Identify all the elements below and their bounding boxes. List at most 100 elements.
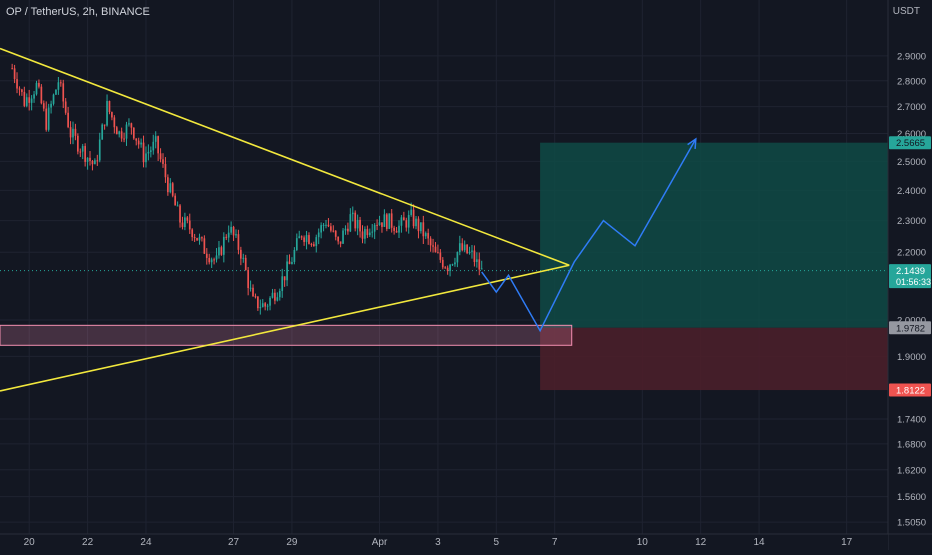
candle-body <box>132 127 135 139</box>
projection-arrowhead <box>687 137 697 149</box>
price-label-stop <box>889 383 931 397</box>
candle-body <box>388 213 391 229</box>
candle-body <box>303 237 305 242</box>
candle-body <box>466 244 468 254</box>
candle-body <box>417 218 420 232</box>
candle-body <box>242 257 245 259</box>
candle-body <box>261 303 264 308</box>
candle-body <box>201 237 203 239</box>
candle-body <box>254 296 257 298</box>
price-tick-label: 1.7400 <box>897 414 926 425</box>
price-tick-label: 2.3000 <box>897 216 926 227</box>
candle-body <box>33 94 35 99</box>
candle-body <box>385 214 388 229</box>
candle-body <box>140 142 142 145</box>
candle-body <box>42 103 45 109</box>
candle-body <box>441 259 444 268</box>
candle-body <box>196 237 198 241</box>
candle-body <box>259 307 262 309</box>
price-tick-label: 1.5600 <box>897 492 926 503</box>
candle-body <box>480 268 483 270</box>
candle-body <box>332 230 335 232</box>
candle-body <box>356 219 359 229</box>
candle-body <box>128 123 130 125</box>
candle-body <box>454 262 456 265</box>
candle-body <box>208 257 211 263</box>
candle-body <box>174 195 177 206</box>
candle-body <box>422 222 425 237</box>
price-tick-label: 2.8000 <box>897 76 926 87</box>
price-tick-label: 2.5000 <box>897 157 926 168</box>
candle-body <box>205 253 208 258</box>
candle-body <box>162 159 164 164</box>
candle-body <box>288 261 291 265</box>
candle-body <box>398 225 400 233</box>
candle-body <box>364 229 366 239</box>
candle-body <box>395 230 398 233</box>
candle-body <box>193 237 196 239</box>
price-tick-label: 2.7000 <box>897 102 926 113</box>
candle-body <box>295 238 298 250</box>
candle-body <box>218 247 220 256</box>
candle-body <box>264 303 267 307</box>
candle-body <box>16 79 18 89</box>
candle-body <box>257 296 259 309</box>
candle-body <box>322 224 325 226</box>
candle-body <box>55 89 57 95</box>
candle-body <box>149 150 152 152</box>
candle-body <box>434 246 437 253</box>
candle-body <box>227 232 230 238</box>
candle-body <box>167 177 169 193</box>
candle-body <box>351 212 354 215</box>
candle-body <box>115 127 118 135</box>
candle-body <box>334 230 337 237</box>
time-tick-label: 17 <box>841 537 853 548</box>
candle-body <box>62 83 65 102</box>
candle-body <box>30 98 33 103</box>
price-tick-label: 2.4000 <box>897 186 926 197</box>
price-label-current-value: 2.1439 <box>896 266 925 277</box>
candle-body <box>215 255 218 260</box>
time-tick-label: 14 <box>753 537 765 548</box>
candle-body <box>94 160 96 165</box>
candle-body <box>40 86 43 104</box>
candle-body <box>461 243 464 251</box>
candle-body <box>424 233 427 237</box>
candle-body <box>79 151 82 153</box>
candle-body <box>74 128 77 136</box>
candle-body <box>412 209 415 227</box>
candle-body <box>98 139 101 161</box>
candle-body <box>393 227 395 231</box>
candle-body <box>405 220 408 228</box>
candle-body <box>176 205 179 207</box>
candle-body <box>451 264 454 266</box>
trendline <box>0 47 570 267</box>
candle-body <box>25 97 28 106</box>
time-axis-background <box>0 534 888 550</box>
candle-body <box>130 123 133 128</box>
candle-body <box>415 218 417 227</box>
price-tick-label: 1.6800 <box>897 439 926 450</box>
candle-body <box>91 160 94 165</box>
candle-body <box>354 212 357 229</box>
candle-body <box>159 153 162 160</box>
candle-body <box>169 183 172 193</box>
time-tick-label: 22 <box>82 537 94 548</box>
candle-body <box>191 229 194 238</box>
candle-body <box>145 153 147 163</box>
price-tick-label: 2.9000 <box>897 51 926 62</box>
candle-body <box>111 112 113 118</box>
candle-body <box>305 235 308 242</box>
candle-body <box>383 214 386 227</box>
candle-body <box>266 305 269 307</box>
candle-body <box>21 89 23 92</box>
time-tick-label: 5 <box>494 537 500 548</box>
price-label-entry-value: 1.9782 <box>896 323 925 334</box>
candle-body <box>220 247 223 255</box>
candle-body <box>337 236 340 242</box>
candle-body <box>203 238 206 254</box>
candle-body <box>361 231 364 239</box>
candle-body <box>471 250 473 252</box>
